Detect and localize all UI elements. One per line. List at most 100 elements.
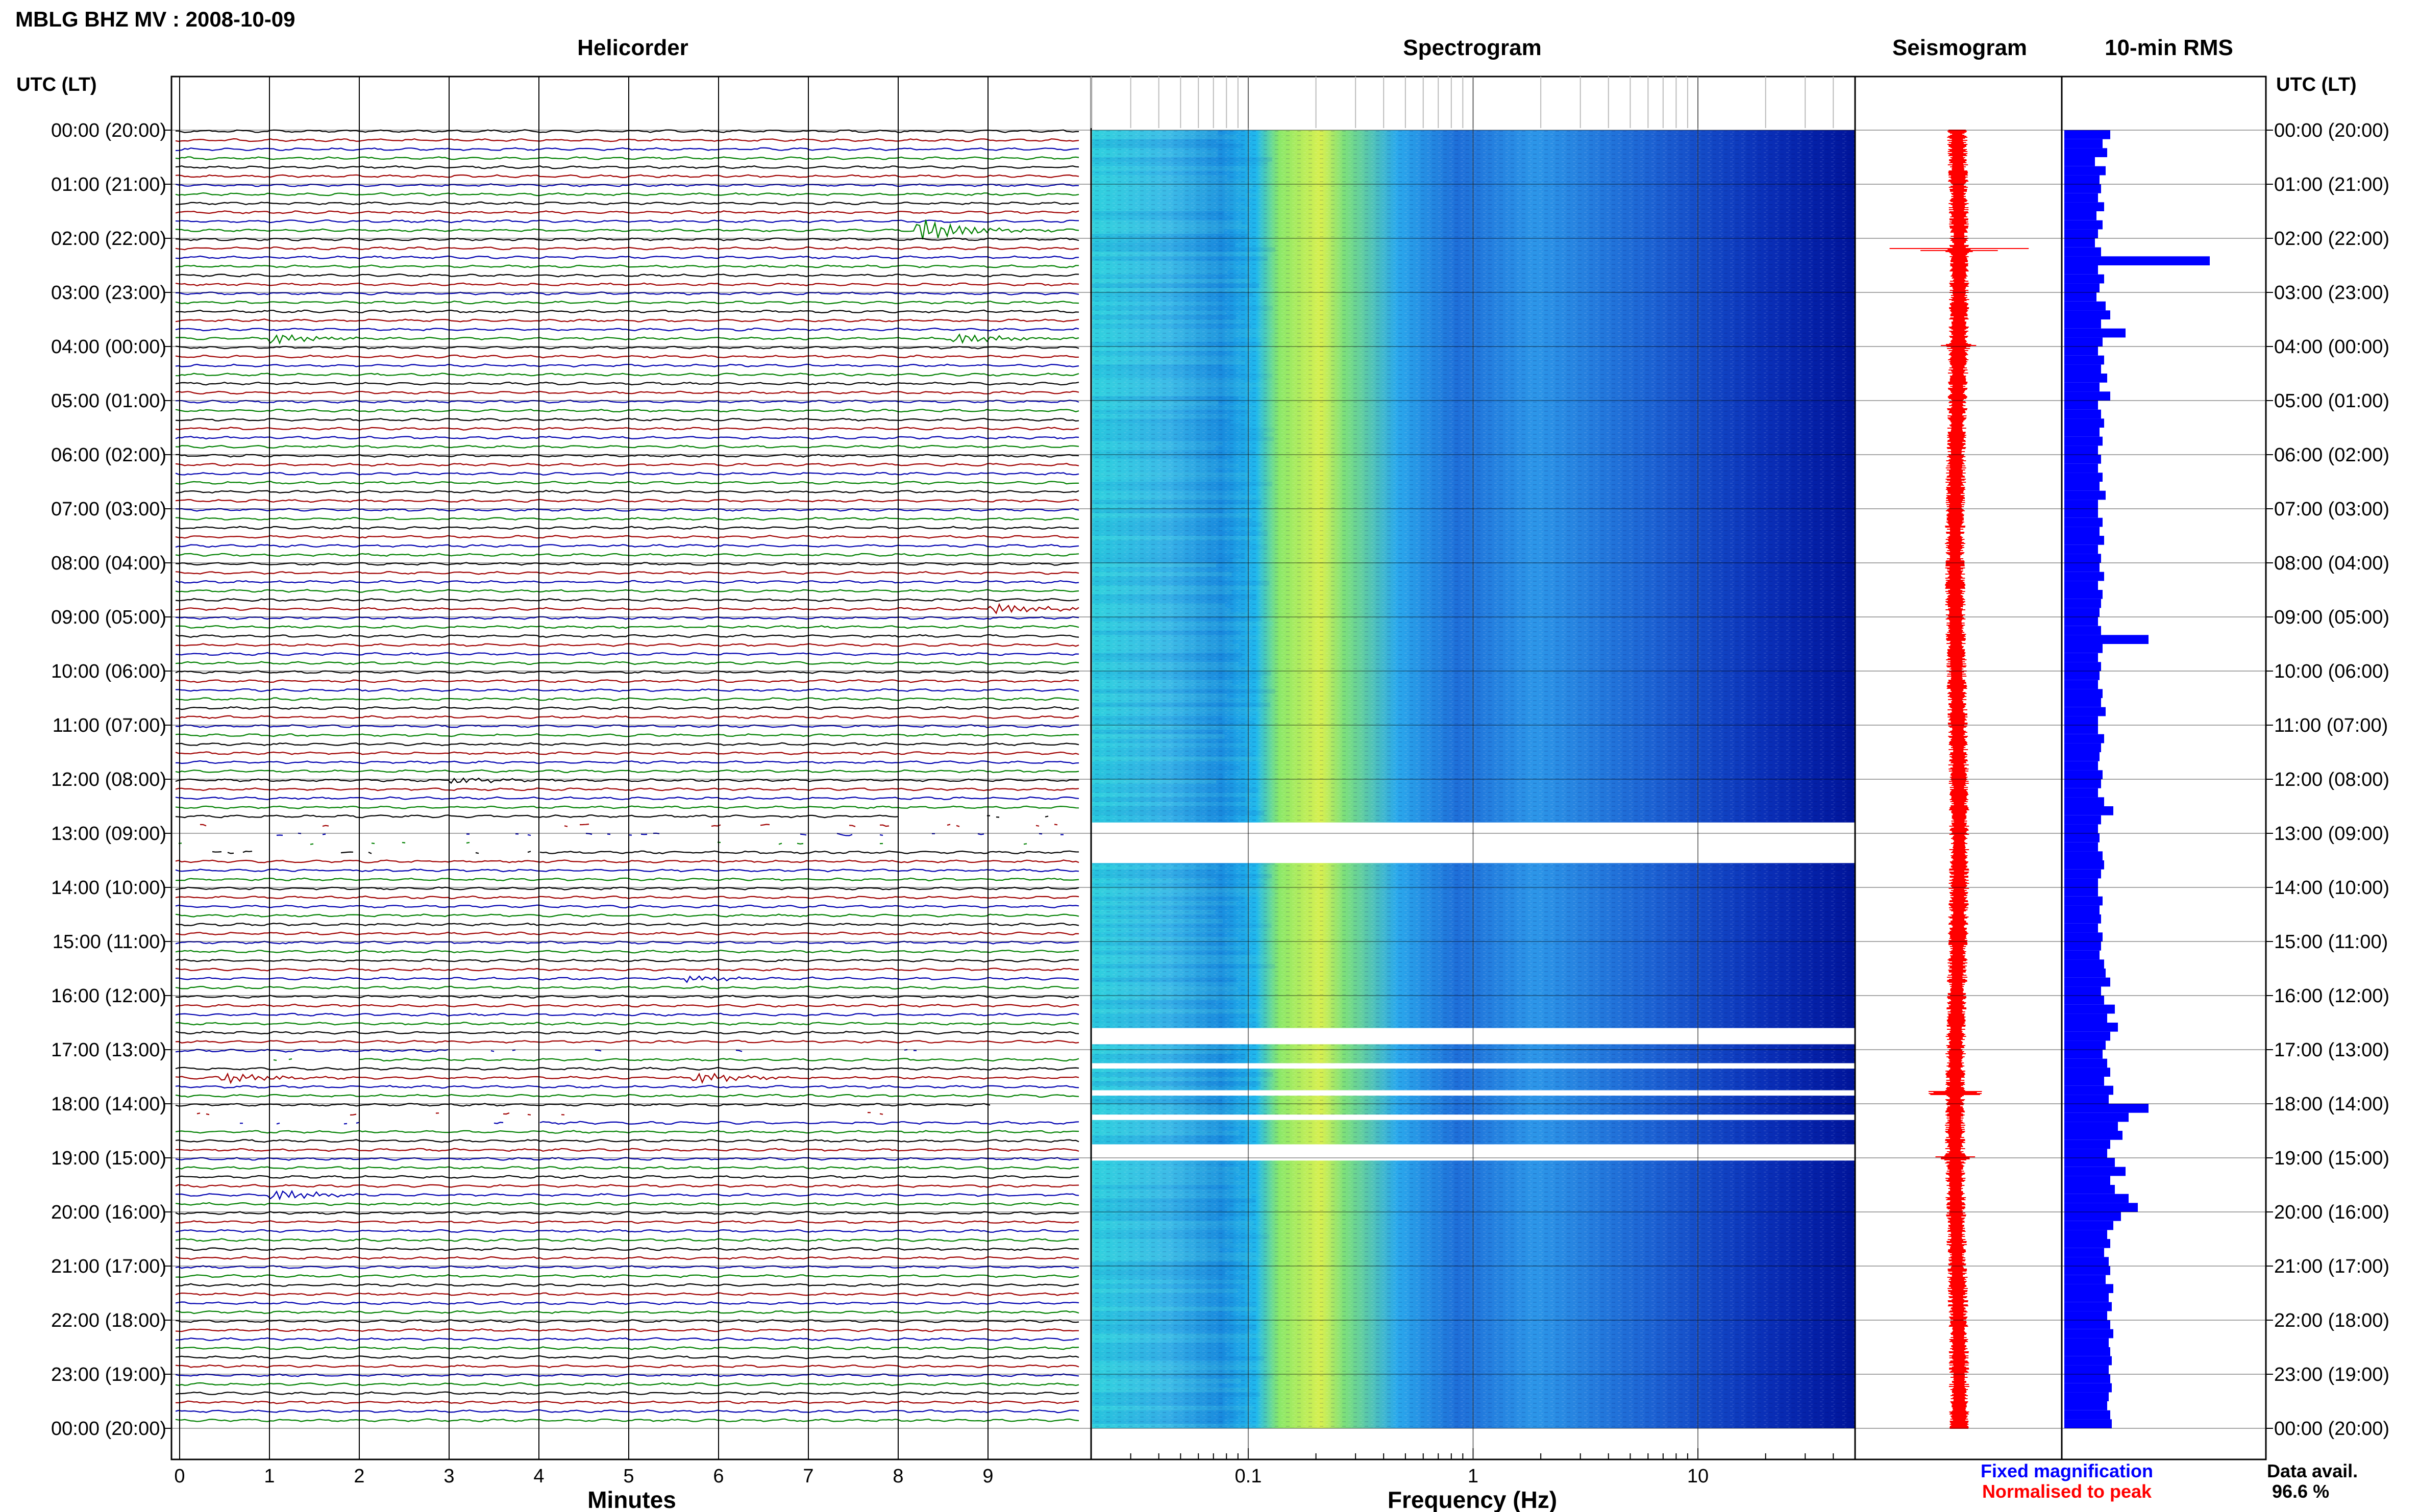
helicorder-trace (175, 345, 1079, 350)
spectrogram-row (1092, 648, 1235, 653)
spectrogram-row (1092, 1176, 1235, 1181)
rms-bar (2064, 517, 2103, 527)
spectrogram-row (1092, 1347, 1231, 1352)
spectrogram-row (1092, 693, 1227, 698)
helicorder-panel: 0 1 2 3 4 5 6 7 8 9 (170, 76, 1092, 1487)
spectrogram-row (1092, 527, 1220, 532)
minute-tick-label: 1 (264, 1466, 275, 1487)
spectrogram-row (1092, 517, 1252, 523)
helicorder-trace (175, 390, 1079, 395)
spectrogram-row (1092, 1306, 1256, 1311)
spectrogram-row (1092, 391, 1249, 396)
rms-bar (2064, 851, 2103, 860)
helicorder-trace (175, 868, 1079, 873)
spectrogram-row (1092, 378, 1244, 383)
spectrogram-row (1092, 1135, 1244, 1140)
rms-bar (2064, 1257, 2109, 1266)
spectrogram-row (1092, 1167, 1240, 1172)
spectrogram-row (1092, 1360, 1269, 1366)
helicorder-trace (175, 327, 1079, 332)
rms-bar (2064, 644, 2103, 653)
rms-bar (2064, 1347, 2110, 1356)
spectrogram-row (1092, 748, 1249, 752)
spectrogram-row (1092, 756, 1266, 761)
spectrogram-row (1092, 729, 1223, 734)
time-label-left: 19:00 (15:00) (51, 1148, 166, 1169)
spectrogram-row (1092, 197, 1238, 203)
spectrogram-row (1092, 351, 1232, 356)
rms-bar (2064, 1068, 2110, 1077)
spectrogram-row (1092, 639, 1233, 644)
spectrogram-row (1092, 1050, 1231, 1054)
spectrogram-row (1092, 143, 1243, 148)
time-label-right: 19:00 (15:00) (2274, 1148, 2389, 1169)
legend-normalised-to-peak: Normalised to peak (1982, 1481, 2152, 1502)
rms-bar (2064, 563, 2100, 572)
spectrogram-row (1092, 585, 1269, 590)
spectrogram-row (1092, 1081, 1261, 1086)
helicorder-trace (175, 129, 1079, 133)
time-label-left: 03:00 (23:00) (51, 282, 166, 304)
helicorder-trace (175, 805, 1079, 809)
spectrogram-row (1092, 396, 1239, 401)
helicorder-trace (175, 417, 1079, 422)
spectrogram-row (1092, 1392, 1260, 1397)
spectrogram-row (1092, 1185, 1229, 1189)
rms-bar (2064, 1194, 2129, 1203)
rms-bar (2064, 1203, 2138, 1212)
spectrogram-row (1092, 1009, 1263, 1014)
time-label-left: 16:00 (12:00) (51, 985, 166, 1007)
spectrogram-row (1092, 820, 1238, 825)
helicorder-trace (175, 706, 1079, 710)
helicorder-trace (175, 237, 1079, 241)
spectrogram-row (1092, 342, 1262, 346)
spectrogram-row (1092, 1261, 1243, 1266)
spectrogram-row (1092, 509, 1223, 513)
spectrogram-row (1092, 1270, 1225, 1275)
spectrogram-row (1092, 599, 1232, 604)
spectrogram-row (1092, 680, 1232, 685)
time-label-left: 20:00 (16:00) (51, 1202, 166, 1223)
helicorder-trace (175, 1409, 1079, 1414)
spectrogram-row (1092, 234, 1248, 238)
minute-tick-label: 2 (354, 1466, 364, 1487)
spectrogram-row (1092, 157, 1272, 162)
spectrogram-row (1092, 1068, 1244, 1073)
spectrogram-row (1092, 964, 1275, 969)
rms-bar (2064, 1356, 2112, 1366)
rms-bar (2064, 923, 2098, 933)
time-label-right: 10:00 (06:00) (2274, 661, 2389, 682)
spectrogram-row (1092, 1397, 1223, 1401)
time-label-left: 04:00 (00:00) (51, 336, 166, 358)
time-label-left: 15:00 (11:00) (53, 931, 166, 953)
rms-bar (2064, 1139, 2110, 1149)
helicorder-trace (175, 877, 1079, 882)
rms-bar (2064, 680, 2098, 689)
spectrogram-row (1092, 810, 1265, 815)
spectrogram-row (1092, 450, 1255, 455)
helicorder-trace (175, 913, 1079, 918)
rms-bar (2064, 653, 2098, 662)
spectrogram-row (1092, 864, 1220, 870)
spectrogram-row (1092, 324, 1251, 329)
spectrogram-row (1092, 283, 1260, 288)
spectrogram-row (1092, 225, 1248, 230)
rms-bar (2064, 364, 2101, 374)
rms-bar (2064, 382, 2100, 392)
rms-bar (2064, 374, 2107, 383)
spectrogram-row (1092, 265, 1249, 270)
rms-bar (2064, 166, 2106, 176)
rms-bar (2064, 833, 2100, 842)
rms-bar (2064, 554, 2101, 563)
spectrogram-row (1092, 1013, 1254, 1019)
rms-bar (2064, 734, 2104, 743)
helicorder-trace (175, 408, 1079, 413)
rms-bar (2064, 788, 2098, 798)
spectrogram-row (1092, 148, 1218, 153)
spectrogram-row (1092, 292, 1253, 297)
helicorder-trace (175, 1355, 1079, 1359)
rms-bar (2064, 860, 2104, 870)
spectrogram-row (1092, 211, 1224, 216)
spectrogram-row (1092, 369, 1237, 374)
seismogram-title: Seismogram (1892, 35, 2027, 60)
